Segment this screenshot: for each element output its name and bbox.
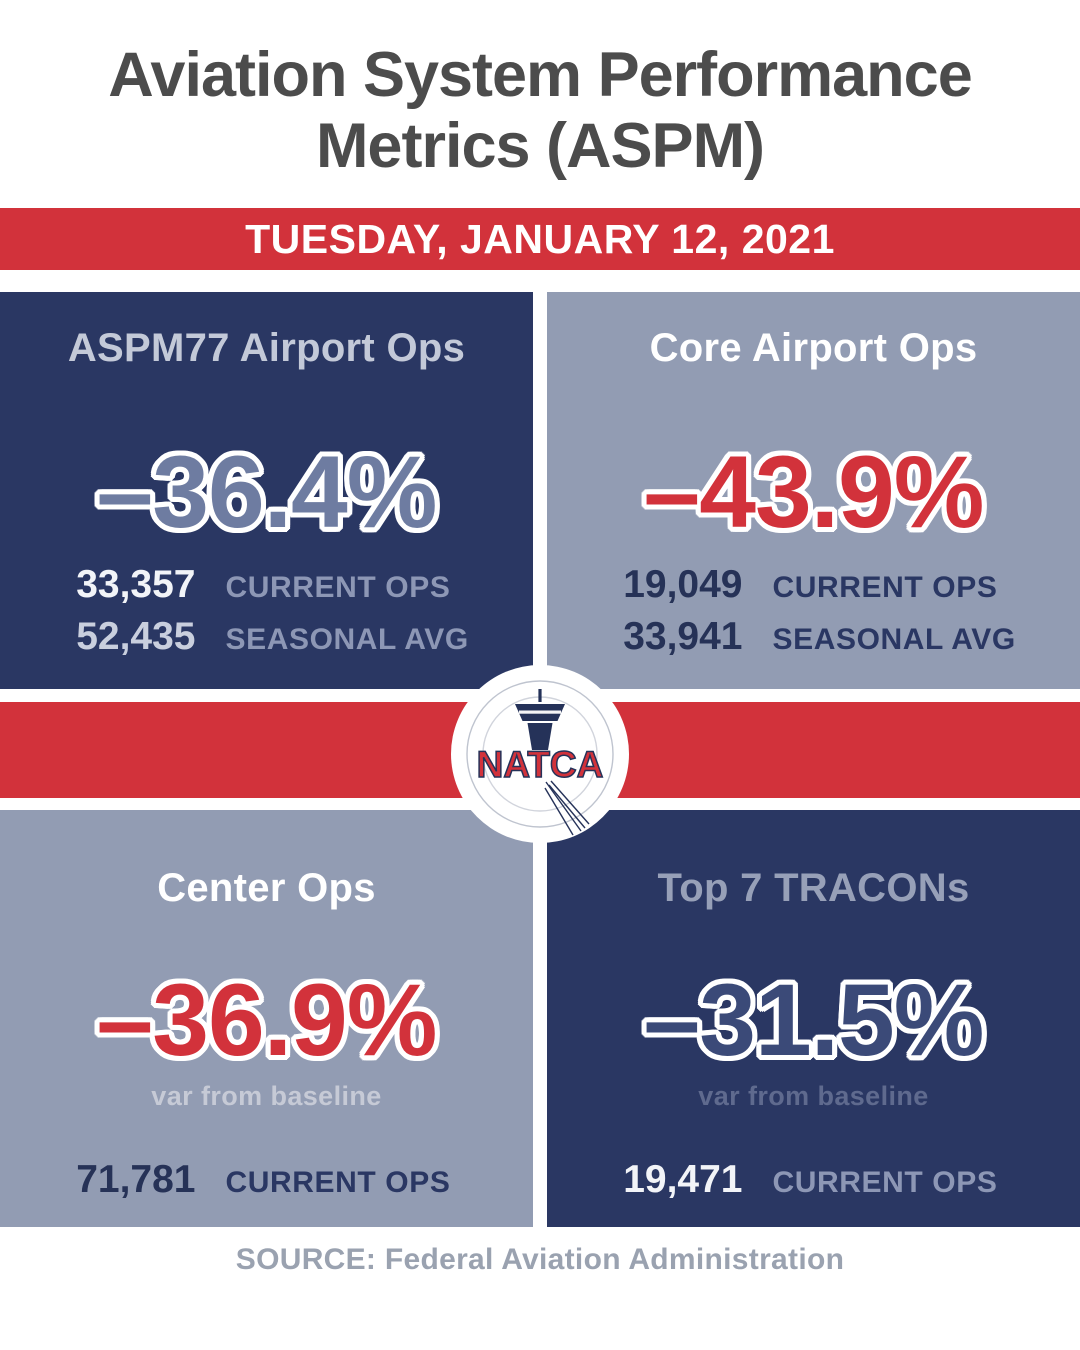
current-ops-row: 71,781 CURRENT OPS — [36, 1158, 498, 1202]
card-top7-tracons: Top 7 TRACONs –31.5% var from baseline 1… — [547, 810, 1080, 1228]
card-title: ASPM77 Airport Ops — [67, 326, 466, 371]
current-ops-row: 19,049 CURRENT OPS — [583, 563, 1045, 607]
seasonal-avg-label: SEASONAL AVG — [772, 623, 1016, 657]
metrics-grid: ASPM77 Airport Ops –36.4% 33,357 CURRENT… — [0, 292, 1080, 1228]
date-banner: TUESDAY, JANUARY 12, 2021 — [0, 208, 1080, 271]
natca-logo-graphic: NATCA — [451, 665, 629, 844]
seasonal-avg-value: 52,435 — [76, 615, 196, 659]
logo-circle — [451, 665, 629, 844]
stats: 71,781 CURRENT OPS — [36, 1158, 498, 1202]
date-banner-text: TUESDAY, JANUARY 12, 2021 — [245, 215, 835, 262]
current-ops-row: 33,357 CURRENT OPS — [36, 563, 498, 607]
seasonal-avg-label: SEASONAL AVG — [225, 623, 469, 657]
stats: 19,471 CURRENT OPS — [583, 1158, 1045, 1202]
current-ops-value: 19,471 — [623, 1158, 743, 1202]
current-ops-row: 19,471 CURRENT OPS — [583, 1158, 1045, 1202]
current-ops-value: 19,049 — [623, 563, 743, 607]
variance-value: –43.9% — [643, 435, 985, 550]
tower-windows — [519, 710, 561, 715]
page-title: Aviation System Performance Metrics (ASP… — [108, 40, 973, 182]
current-ops-value: 71,781 — [76, 1158, 196, 1202]
current-ops-value: 33,357 — [76, 563, 196, 607]
variance-value: –36.9% — [96, 963, 438, 1078]
card-title: Top 7 TRACONs — [657, 866, 970, 911]
natca-logo-text: NATCA — [477, 744, 604, 785]
stats: 33,357 CURRENT OPS 52,435 SEASONAL AVG — [36, 563, 498, 659]
current-ops-label: CURRENT OPS — [772, 571, 998, 605]
current-ops-label: CURRENT OPS — [225, 571, 451, 605]
variance-value: –31.5% — [643, 963, 985, 1078]
seasonal-avg-row: 52,435 SEASONAL AVG — [36, 615, 498, 659]
current-ops-label: CURRENT OPS — [772, 1166, 998, 1200]
stats: 19,049 CURRENT OPS 33,941 SEASONAL AVG — [583, 563, 1045, 659]
card-core-airport-ops: Core Airport Ops –43.9% 19,049 CURRENT O… — [547, 292, 1080, 690]
baseline-note: var from baseline — [698, 1081, 929, 1112]
baseline-note: var from baseline — [151, 1081, 382, 1112]
card-center-ops: Center Ops –36.9% var from baseline 71,7… — [0, 810, 533, 1228]
variance-value: –36.4% — [96, 435, 438, 550]
natca-logo: NATCA — [450, 664, 630, 844]
radar-sweep-icon — [544, 780, 590, 836]
card-title: Core Airport Ops — [649, 326, 978, 371]
current-ops-label: CURRENT OPS — [225, 1166, 451, 1200]
seasonal-avg-value: 33,941 — [623, 615, 743, 659]
seasonal-avg-row: 33,941 SEASONAL AVG — [583, 615, 1045, 659]
source-text: SOURCE: Federal Aviation Administration — [235, 1243, 845, 1277]
card-aspm77-airport-ops: ASPM77 Airport Ops –36.4% 33,357 CURRENT… — [0, 292, 533, 690]
card-title: Center Ops — [157, 866, 376, 911]
